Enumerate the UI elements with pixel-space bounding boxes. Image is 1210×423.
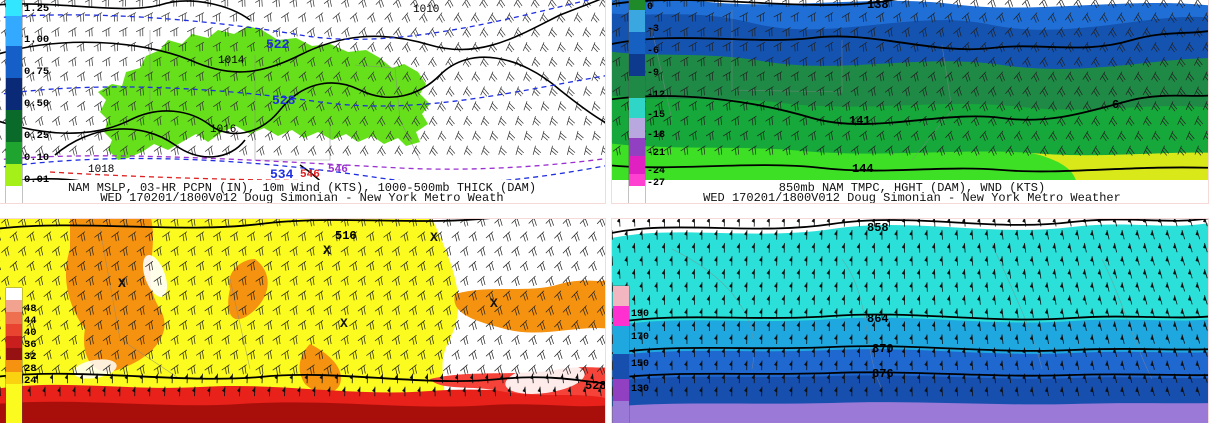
svg-text:534: 534: [270, 167, 294, 182]
svg-text:150: 150: [631, 359, 649, 370]
svg-text:WED 170201/1800V012 Doug Simon: WED 170201/1800V012 Doug Simonian - New …: [100, 191, 503, 203]
svg-text:870: 870: [872, 342, 894, 356]
svg-text:1018: 1018: [88, 164, 114, 176]
svg-text:528: 528: [272, 93, 296, 108]
svg-text:-9: -9: [647, 68, 659, 79]
svg-text:138: 138: [867, 0, 889, 12]
svg-text:876: 876: [872, 367, 894, 381]
svg-text:X: X: [490, 296, 498, 311]
svg-text:44: 44: [24, 315, 37, 327]
svg-text:0.10: 0.10: [24, 152, 49, 164]
svg-text:141: 141: [849, 114, 871, 128]
svg-text:-12: -12: [647, 90, 665, 101]
svg-text:-18: -18: [647, 130, 665, 141]
svg-text:0.50: 0.50: [24, 98, 49, 110]
svg-text:-27: -27: [647, 178, 665, 189]
svg-text:X: X: [430, 230, 438, 245]
svg-text:X: X: [118, 276, 126, 291]
svg-text:546: 546: [300, 169, 320, 181]
svg-text:130: 130: [631, 384, 649, 395]
svg-text:WED 170201/1800V012 Doug Simon: WED 170201/1800V012 Doug Simonian - New …: [703, 191, 1121, 203]
svg-text:1010: 1010: [413, 4, 439, 16]
svg-text:0.75: 0.75: [24, 66, 49, 78]
svg-text:-6: -6: [647, 46, 659, 57]
svg-text:-24: -24: [647, 166, 665, 177]
svg-text:546: 546: [328, 164, 348, 176]
svg-text:28: 28: [24, 363, 37, 375]
svg-text:0.25: 0.25: [24, 130, 49, 142]
svg-text:-3: -3: [647, 24, 659, 35]
svg-text:1016: 1016: [210, 124, 236, 136]
svg-text:36: 36: [24, 339, 37, 351]
svg-text:144: 144: [852, 162, 874, 176]
svg-text:6: 6: [1112, 98, 1119, 112]
svg-text:190: 190: [631, 309, 649, 320]
svg-text:0.01: 0.01: [24, 174, 49, 186]
svg-text:0: 0: [647, 2, 653, 13]
svg-text:-15: -15: [647, 110, 665, 121]
svg-text:1.25: 1.25: [24, 3, 49, 15]
svg-text:1.00: 1.00: [24, 34, 49, 46]
svg-text:858: 858: [867, 221, 889, 235]
svg-text:24: 24: [24, 375, 37, 387]
svg-text:864: 864: [867, 312, 889, 326]
svg-text:170: 170: [631, 332, 649, 343]
svg-text:1014: 1014: [218, 55, 245, 67]
svg-text:516: 516: [335, 229, 357, 243]
svg-text:X: X: [340, 316, 348, 331]
svg-text:48: 48: [24, 303, 37, 315]
svg-text:32: 32: [24, 351, 37, 363]
svg-text:522: 522: [266, 37, 290, 52]
svg-text:-21: -21: [647, 148, 665, 159]
svg-text:528: 528: [585, 379, 605, 393]
svg-text:X: X: [323, 243, 331, 258]
svg-text:40: 40: [24, 327, 37, 339]
